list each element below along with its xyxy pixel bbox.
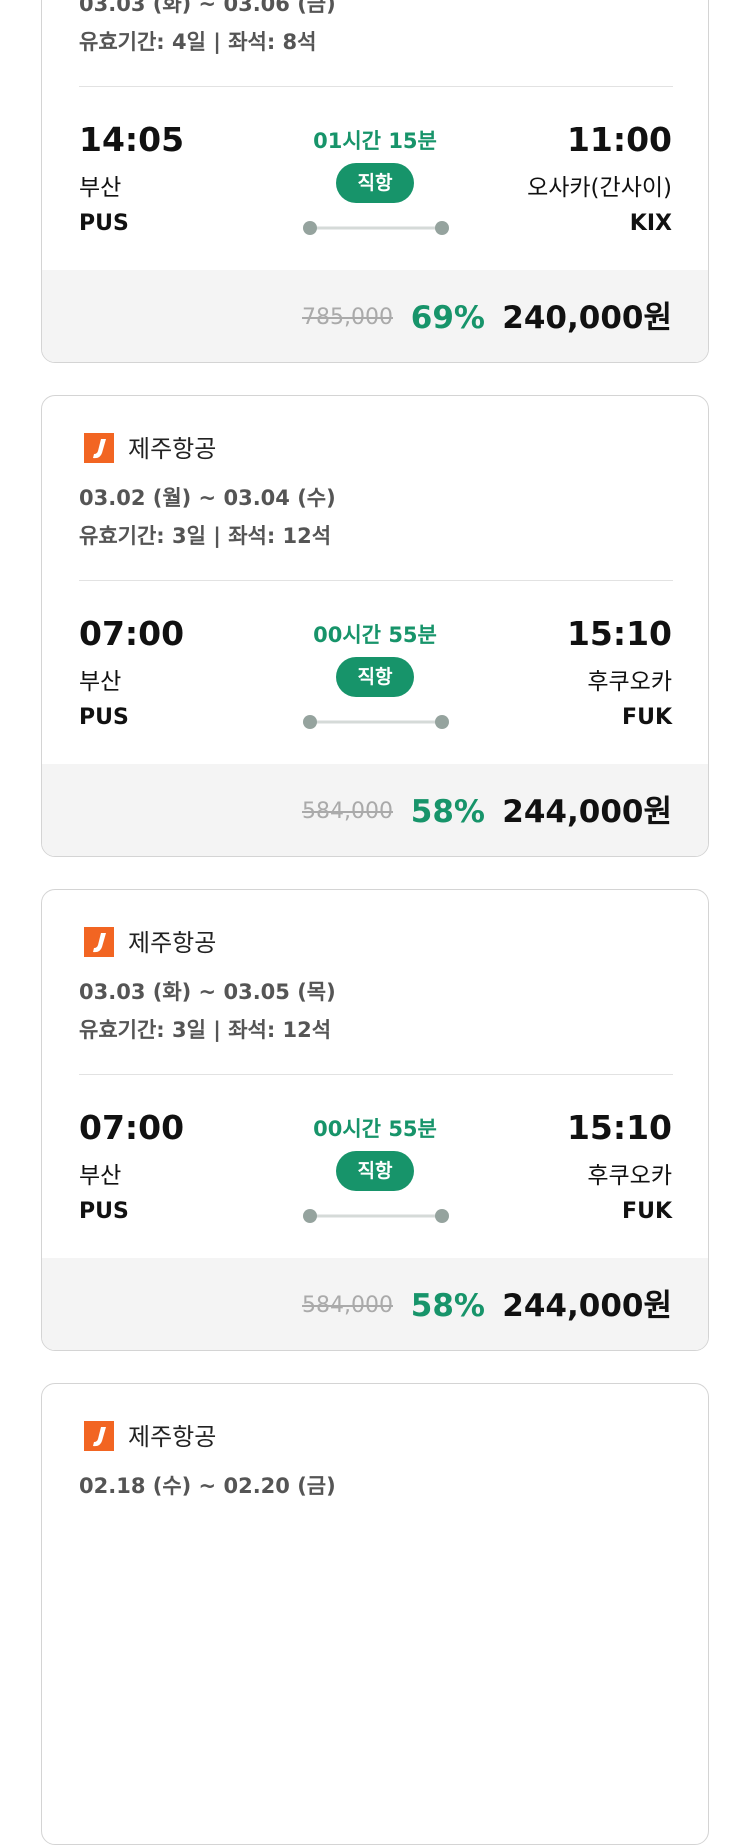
travel-dates: 03.02 (월) ~ 03.04 (수) bbox=[79, 486, 336, 510]
flight-card[interactable]: 제주항공 02.18 (수) ~ 02.20 (금) bbox=[41, 1383, 709, 1845]
flight-card[interactable]: 제주항공 03.03 (화) ~ 03.05 (목) 유효기간: 3일 | 좌석: … bbox=[41, 889, 709, 1351]
sale-price: 244,000원 bbox=[502, 794, 672, 830]
arrival-time: 15:10 bbox=[566, 614, 672, 653]
flight-duration: 01시간 15분 bbox=[313, 129, 437, 153]
flight-duration: 00시간 55분 bbox=[313, 623, 437, 647]
flight-card[interactable]: 제주항공 03.02 (월) ~ 03.04 (수) 유효기간: 3일 | 좌석: … bbox=[41, 395, 709, 857]
direct-badge: 직항 bbox=[336, 657, 414, 697]
validity-seats: 유효기간: 3일 | 좌석: 12석 bbox=[79, 524, 332, 548]
discount-rate: 58% bbox=[410, 794, 485, 830]
arrival-code: FUK bbox=[622, 1199, 672, 1224]
discount-rate: 58% bbox=[410, 1288, 485, 1324]
validity-seats: 유효기간: 3일 | 좌석: 12석 bbox=[79, 1018, 332, 1042]
original-price: 584,000 bbox=[302, 1293, 393, 1318]
arrival-time: 11:00 bbox=[566, 120, 672, 159]
sale-price: 244,000원 bbox=[502, 1288, 672, 1324]
original-price: 785,000 bbox=[302, 305, 393, 330]
flight-card[interactable]: 03.03 (화) ~ 03.06 (금) 유효기간: 4일 | 좌석: 8석 14… bbox=[41, 0, 709, 363]
departure-code: PUS bbox=[79, 705, 129, 730]
airline-logo bbox=[84, 927, 114, 957]
arrival-code: KIX bbox=[629, 211, 672, 236]
route-line bbox=[303, 715, 449, 729]
departure-code: PUS bbox=[79, 211, 129, 236]
price-band bbox=[42, 270, 708, 362]
arrival-city: 후쿠오카 bbox=[587, 669, 672, 695]
direct-badge: 직항 bbox=[336, 1151, 414, 1191]
departure-city: 부산 bbox=[79, 175, 122, 201]
airline-name: 제주항공 bbox=[128, 929, 217, 957]
arrival-code: FUK bbox=[622, 705, 672, 730]
departure-time: 07:00 bbox=[79, 614, 185, 653]
price-band bbox=[42, 764, 708, 856]
page: (() => { const data = JSON.parse(documen… bbox=[41, 0, 709, 1845]
travel-dates: 03.03 (화) ~ 03.05 (목) bbox=[79, 980, 336, 1004]
airline-logo bbox=[84, 1421, 114, 1451]
departure-code: PUS bbox=[79, 1199, 129, 1224]
flight-duration: 00시간 55분 bbox=[313, 1117, 437, 1141]
divider bbox=[79, 580, 673, 581]
direct-badge: 직항 bbox=[336, 163, 414, 203]
sale-price: 240,000원 bbox=[502, 300, 672, 336]
arrival-city: 후쿠오카 bbox=[587, 1163, 672, 1189]
arrival-city: 오사카(간사이) bbox=[527, 175, 672, 201]
travel-dates: 03.03 (화) ~ 03.06 (금) bbox=[79, 0, 336, 16]
original-price: 584,000 bbox=[302, 799, 393, 824]
departure-city: 부산 bbox=[79, 1163, 122, 1189]
price-band bbox=[42, 1258, 708, 1350]
airline-logo bbox=[84, 433, 114, 463]
departure-time: 07:00 bbox=[79, 1108, 185, 1147]
departure-city: 부산 bbox=[79, 669, 122, 695]
divider bbox=[79, 1074, 673, 1075]
airline-name: 제주항공 bbox=[128, 1423, 217, 1451]
travel-dates: 02.18 (수) ~ 02.20 (금) bbox=[79, 1474, 336, 1498]
airline-name: 제주항공 bbox=[128, 435, 217, 463]
departure-time: 14:05 bbox=[79, 120, 185, 159]
validity-seats: 유효기간: 4일 | 좌석: 8석 bbox=[79, 30, 317, 54]
arrival-time: 15:10 bbox=[566, 1108, 672, 1147]
route-line bbox=[303, 221, 449, 235]
divider bbox=[79, 86, 673, 87]
route-line bbox=[303, 1209, 449, 1223]
discount-rate: 69% bbox=[410, 300, 485, 336]
